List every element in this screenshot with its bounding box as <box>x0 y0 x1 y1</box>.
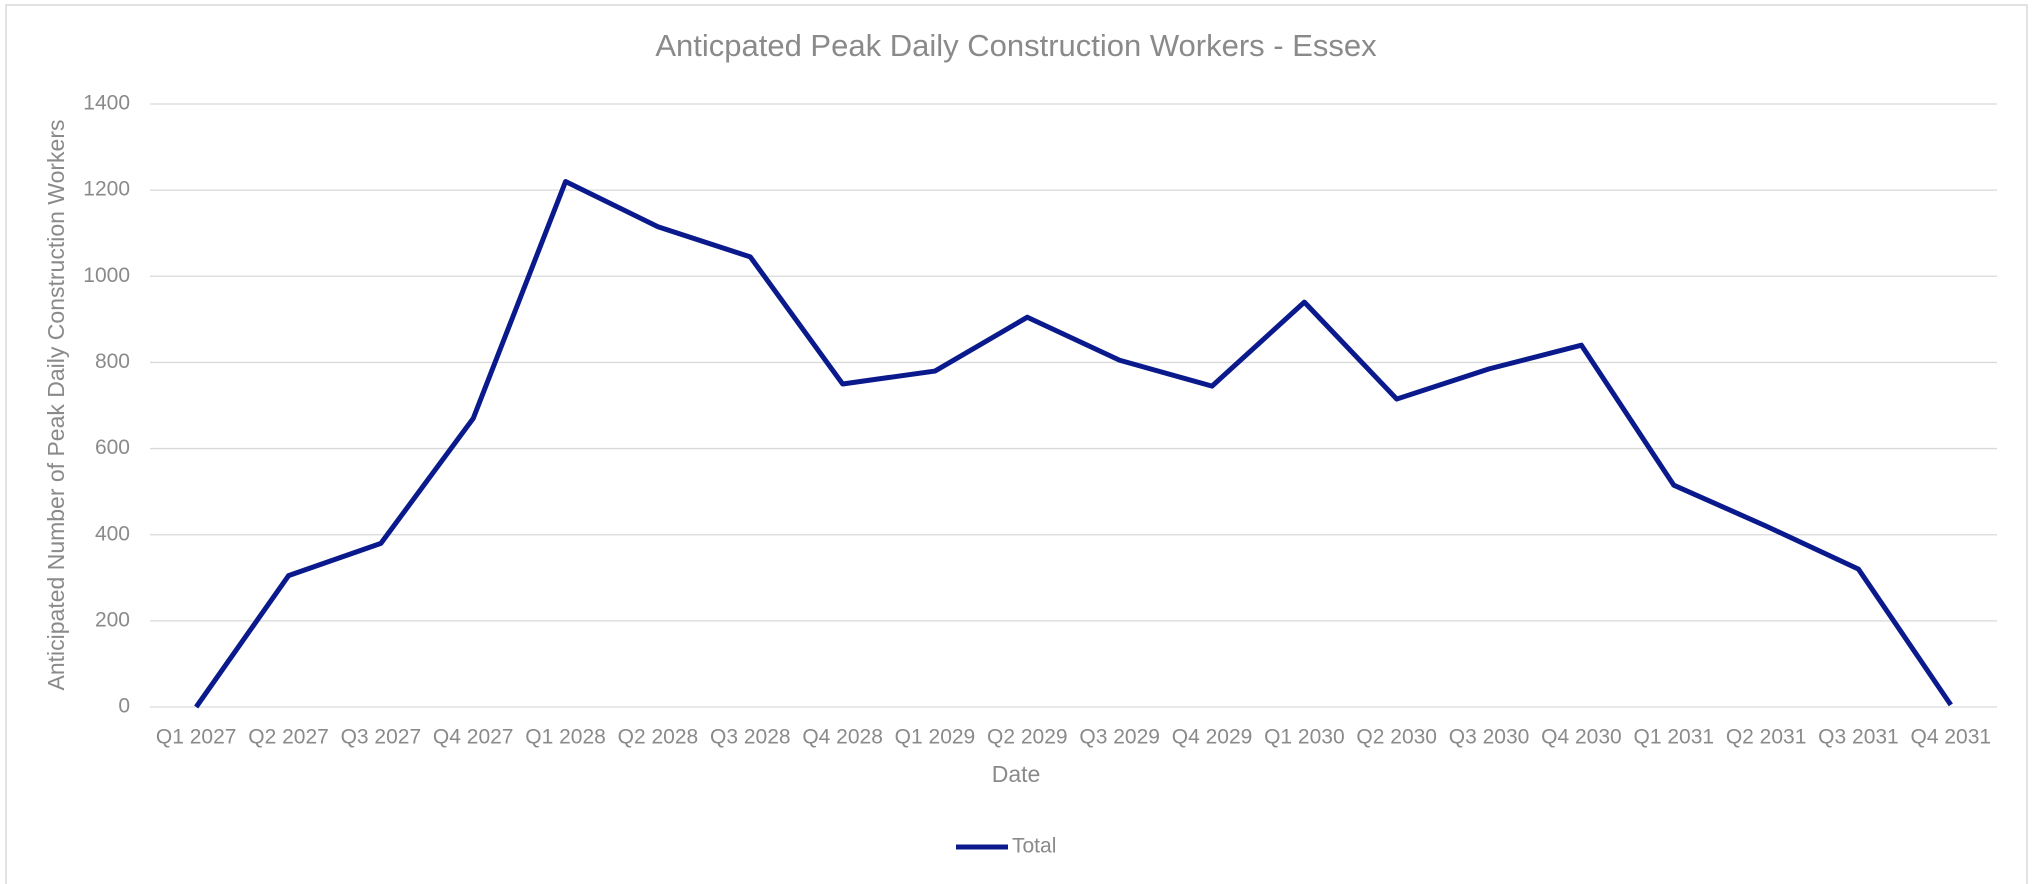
x-tick-label: Q1 2031 <box>1633 726 1714 749</box>
x-tick-label: Q1 2030 <box>1264 726 1345 749</box>
x-tick-label: Q1 2027 <box>156 726 237 749</box>
x-tick-label: Q1 2029 <box>895 726 976 749</box>
x-tick-label: Q3 2030 <box>1449 726 1530 749</box>
x-tick-label: Q4 2028 <box>802 726 883 749</box>
y-tick-label: 1200 <box>83 178 130 201</box>
y-tick-label: 0 <box>118 695 130 718</box>
line-series <box>194 179 1953 709</box>
x-axis-label: Date <box>992 761 1041 787</box>
y-tick-label: 800 <box>95 350 130 373</box>
x-tick-label: Q2 2027 <box>248 726 329 749</box>
x-tick-label: Q2 2028 <box>618 726 699 749</box>
x-tick-label: Q4 2029 <box>1172 726 1253 749</box>
x-tick-label: Q3 2027 <box>341 726 422 749</box>
y-tick-label: 1400 <box>83 92 130 115</box>
y-axis-label: Anticipated Number of Peak Daily Constru… <box>43 120 69 691</box>
x-tick-label: Q3 2028 <box>710 726 791 749</box>
chart-title: Anticpated Peak Daily Construction Worke… <box>655 28 1377 63</box>
y-tick-label: 600 <box>95 436 130 459</box>
y-tick-label: 400 <box>95 522 130 545</box>
x-tick-label: Q4 2030 <box>1541 726 1622 749</box>
x-tick-label: Q2 2029 <box>987 726 1068 749</box>
x-tick-label: Q2 2030 <box>1356 726 1437 749</box>
x-tick-label: Q3 2031 <box>1818 726 1899 749</box>
x-tick-label: Q4 2031 <box>1911 726 1992 749</box>
x-tick-label: Q3 2029 <box>1079 726 1160 749</box>
y-tick-label: 200 <box>95 608 130 631</box>
chart-border <box>5 4 2028 884</box>
y-tick-label: 1000 <box>83 264 130 287</box>
legend-label: Total <box>1012 835 1056 858</box>
x-tick-label: Q4 2027 <box>433 726 514 749</box>
x-tick-label: Q2 2031 <box>1726 726 1807 749</box>
x-tick-label: Q1 2028 <box>525 726 606 749</box>
